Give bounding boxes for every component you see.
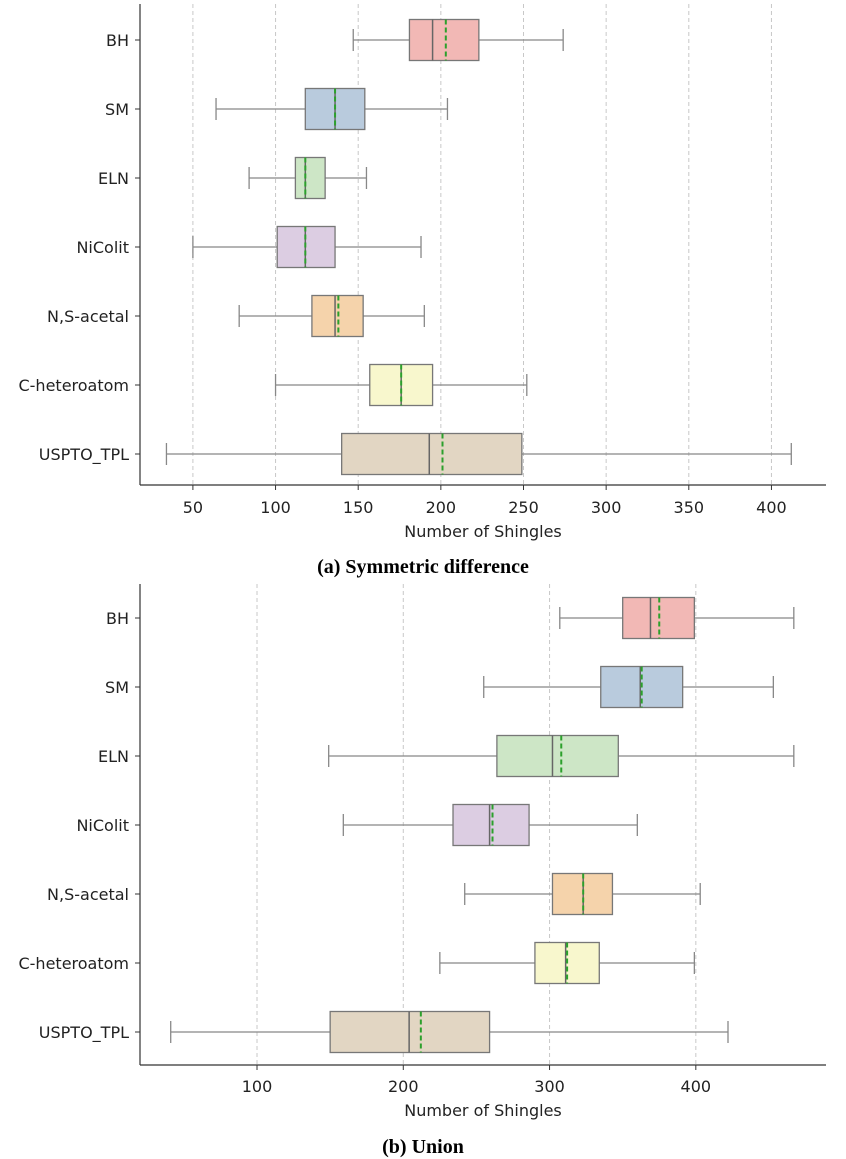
box-eln: ELN xyxy=(98,156,368,200)
y-tick-label: USPTO_TPL xyxy=(39,445,129,465)
panel-caption: (b) Union xyxy=(382,1136,464,1158)
box-c-heteroatom: C-heteroatom xyxy=(18,941,696,985)
box-eln: ELN xyxy=(98,734,795,778)
x-tick-label: 100 xyxy=(242,1077,273,1096)
y-tick-label: USPTO_TPL xyxy=(39,1023,129,1043)
x-tick-label: 200 xyxy=(388,1077,419,1096)
y-tick-label: C-heteroatom xyxy=(18,954,129,973)
y-tick-label: NiColit xyxy=(76,816,129,835)
box-bh: BH xyxy=(106,596,795,640)
y-tick-label: ELN xyxy=(98,747,129,766)
y-tick-label: BH xyxy=(106,609,129,628)
box-uspto-tpl: USPTO_TPL xyxy=(39,1010,729,1054)
box-nicolit: NiColit xyxy=(76,803,638,847)
box-sm: SM xyxy=(105,665,774,709)
box-uspto-tpl: USPTO_TPL xyxy=(39,432,792,476)
box-nicolit: NiColit xyxy=(76,225,422,269)
iqr-box xyxy=(408,18,480,62)
x-axis-title: Number of Shingles xyxy=(404,1101,562,1120)
iqr-box xyxy=(294,156,326,200)
y-tick-label: C-heteroatom xyxy=(18,376,129,395)
x-tick-label: 200 xyxy=(426,498,457,517)
box-c-heteroatom: C-heteroatom xyxy=(18,363,528,407)
iqr-box xyxy=(452,803,530,847)
x-tick-label: 50 xyxy=(183,498,203,517)
panel-union: 100 200 300 400 BH SM ELN NiColit N,S-acetal C-he… xyxy=(18,584,826,1158)
x-tick-label: 350 xyxy=(674,498,705,517)
box-bh: BH xyxy=(106,18,564,62)
y-tick-label: SM xyxy=(105,678,129,697)
x-tick-label: 250 xyxy=(508,498,539,517)
iqr-box xyxy=(496,734,619,778)
y-tick-label: SM xyxy=(105,100,129,119)
box-n-s-acetal: N,S-acetal xyxy=(47,872,701,916)
x-tick-label: 300 xyxy=(534,1077,565,1096)
x-tick-label: 100 xyxy=(260,498,291,517)
x-tick-label: 400 xyxy=(681,1077,712,1096)
y-tick-label: N,S-acetal xyxy=(47,307,129,326)
x-tick-label: 300 xyxy=(591,498,622,517)
x-tick-label: 150 xyxy=(343,498,374,517)
y-tick-label: ELN xyxy=(98,169,129,188)
y-tick-label: N,S-acetal xyxy=(47,885,129,904)
panel-caption: (a) Symmetric difference xyxy=(317,556,529,578)
box-sm: SM xyxy=(105,87,449,131)
y-tick-label: BH xyxy=(106,31,129,50)
iqr-box xyxy=(341,432,523,476)
y-tick-label: NiColit xyxy=(76,238,129,257)
panel-symmetric-difference: 50 100 150 200 250 300 350 400 BH SM ELN NiColit N,S… xyxy=(18,4,826,578)
x-tick-label: 400 xyxy=(756,498,787,517)
box-n-s-acetal: N,S-acetal xyxy=(47,294,425,338)
x-axis-title: Number of Shingles xyxy=(404,522,562,541)
